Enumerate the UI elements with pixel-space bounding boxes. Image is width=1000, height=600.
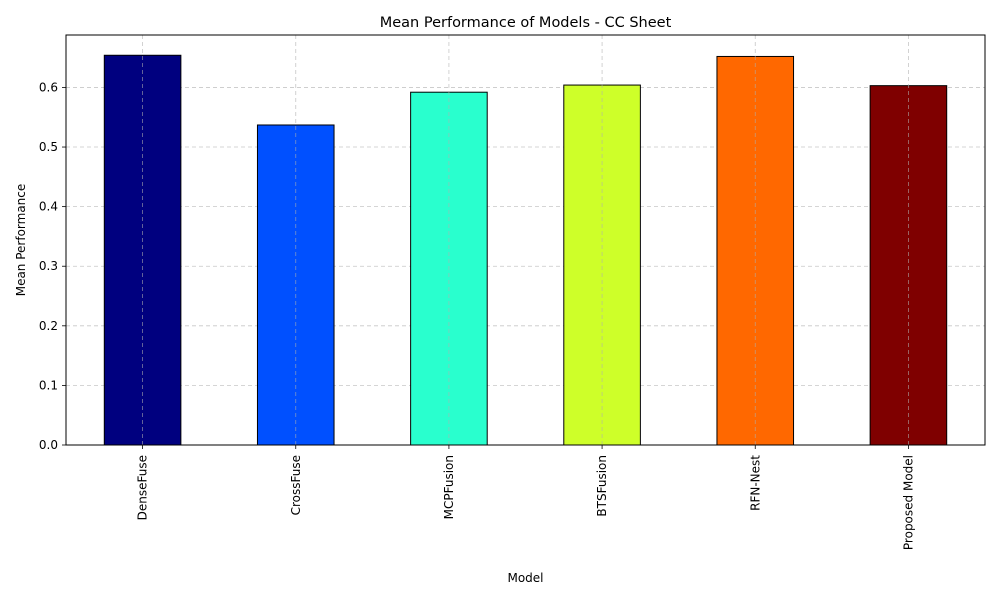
grid-lines (66, 87, 985, 446)
y-tick-label: 0.6 (39, 80, 58, 94)
y-tick-label: 0.4 (39, 200, 58, 214)
bar-btsfusion (563, 84, 641, 446)
x-axis-label: Model (507, 571, 543, 585)
y-tick-label: 0.3 (39, 259, 58, 273)
y-axis-label: Mean Performance (14, 184, 28, 297)
bars (103, 35, 948, 446)
x-tick-label: DenseFuse (136, 455, 150, 520)
y-tick-label: 0.1 (39, 378, 58, 392)
y-tick-label: 0.2 (39, 319, 58, 333)
chart-title: Mean Performance of Models - CC Sheet (380, 15, 672, 31)
x-tick-label: Proposed Model (901, 455, 915, 550)
x-tick-label: MCPFusion (442, 455, 456, 519)
x-tick-label: CrossFuse (289, 455, 303, 515)
bar-crossfuse (256, 124, 335, 446)
y-tick-label: 0.5 (39, 140, 58, 154)
y-tick-label: 0.0 (39, 438, 58, 452)
x-tick-label: BTSFusion (595, 455, 609, 517)
axes-frame (65, 34, 986, 446)
bar-proposed-model (869, 85, 948, 446)
axis-ticks: 0.0 0.1 0.2 0.3 0.4 0.5 0.6 DenseFuse CrossFuse M… (39, 80, 916, 550)
x-tick-label: RFN-Nest (748, 455, 762, 511)
